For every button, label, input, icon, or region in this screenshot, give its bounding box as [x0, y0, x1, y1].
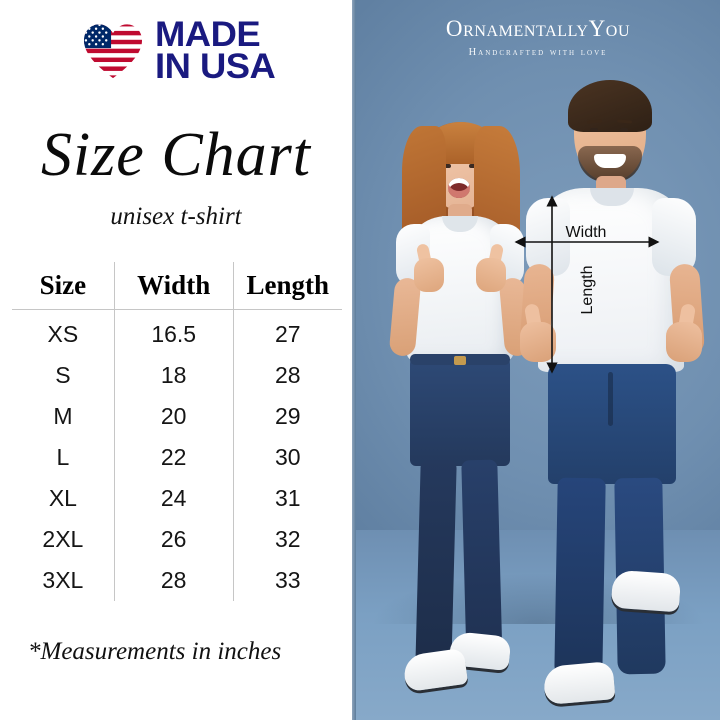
man-shoe-left: [542, 661, 616, 705]
table-row: L 22 30: [12, 437, 342, 478]
woman-collar: [442, 216, 478, 232]
cell-size: S: [55, 362, 71, 388]
brand-tagline: Handcrafted with love: [468, 47, 608, 58]
table-row: M 20 29: [12, 396, 342, 437]
model-photo-panel: OrnamentallyYou Handcrafted with love: [356, 0, 720, 720]
woman-model: [374, 112, 544, 720]
man-eye-right: [620, 128, 628, 132]
man-shoe-right: [610, 569, 682, 613]
man-leg-left: [554, 477, 606, 679]
column-header-size: Size: [12, 262, 115, 310]
cell-width: 28: [113, 560, 234, 601]
column-header-width: Width: [113, 262, 234, 310]
column-header-length: Length: [232, 262, 342, 310]
woman-hand-left: [414, 258, 444, 292]
man-hand-right: [666, 322, 702, 362]
cell-width: 16.5: [113, 309, 234, 355]
table-row: 3XL 28 33: [12, 560, 342, 601]
cell-size: 3XL: [42, 567, 84, 593]
cell-width: 20: [113, 396, 234, 437]
page-subtitle: unisex t-shirt: [110, 203, 242, 230]
woman-hand-right: [476, 258, 506, 292]
man-model: [516, 72, 712, 720]
table-row: XL 24 31: [12, 478, 342, 519]
made-in-usa-badge: MADE IN USA: [0, 12, 352, 90]
table-row: S 18 28: [12, 355, 342, 396]
woman-jeans: [410, 354, 510, 466]
cell-length: 32: [232, 519, 342, 560]
man-hair: [568, 80, 652, 132]
man-jeans-fly: [608, 372, 613, 426]
man-hand-left: [520, 322, 556, 362]
man-eye-left: [590, 128, 598, 132]
cell-width: 26: [113, 519, 234, 560]
cell-length: 33: [232, 560, 342, 601]
woman-shoe-left: [401, 647, 469, 693]
cell-size: L: [56, 444, 70, 470]
brand-lockup: OrnamentallyYou Handcrafted with love: [356, 16, 720, 58]
cell-length: 29: [232, 396, 342, 437]
man-collar: [590, 188, 634, 206]
table-header-row: Size Width Length: [12, 262, 342, 310]
woman-eye-left: [444, 164, 451, 168]
usa-flag-heart-icon: [83, 24, 142, 79]
cell-width: 24: [113, 478, 234, 519]
table-row: 2XL 26 32: [12, 519, 342, 560]
measurements-footnote: *Measurements in inches: [28, 638, 282, 665]
table-row: XS 16.5 27: [12, 309, 342, 355]
cell-length: 28: [232, 355, 342, 396]
info-panel: MADE IN USA Size Chart unisex t-shirt Si…: [0, 0, 352, 720]
brand-name: OrnamentallyYou: [445, 16, 631, 41]
panel-divider: [352, 0, 356, 720]
woman-leg-left: [415, 459, 457, 671]
cell-size: XS: [47, 321, 79, 347]
cell-size: 2XL: [42, 526, 84, 552]
woman-mouth: [448, 178, 470, 198]
man-smile: [594, 154, 626, 168]
cell-length: 31: [232, 478, 342, 519]
woman-belt-buckle: [454, 356, 466, 365]
cell-width: 18: [113, 355, 234, 396]
cell-size: M: [53, 403, 73, 429]
page-title: Size Chart: [40, 121, 312, 189]
cell-length: 30: [232, 437, 342, 478]
badge-line-1: MADE: [154, 14, 261, 54]
woman-eye-right: [469, 164, 476, 168]
badge-line-2: IN USA: [154, 47, 276, 86]
size-table: Size Width Length XS 16.5 27 S 18 28 M: [12, 262, 342, 601]
made-in-usa-text: MADE IN USA: [154, 14, 276, 84]
cell-length: 27: [232, 309, 342, 355]
cell-size: XL: [48, 485, 77, 511]
cell-width: 22: [113, 437, 234, 478]
